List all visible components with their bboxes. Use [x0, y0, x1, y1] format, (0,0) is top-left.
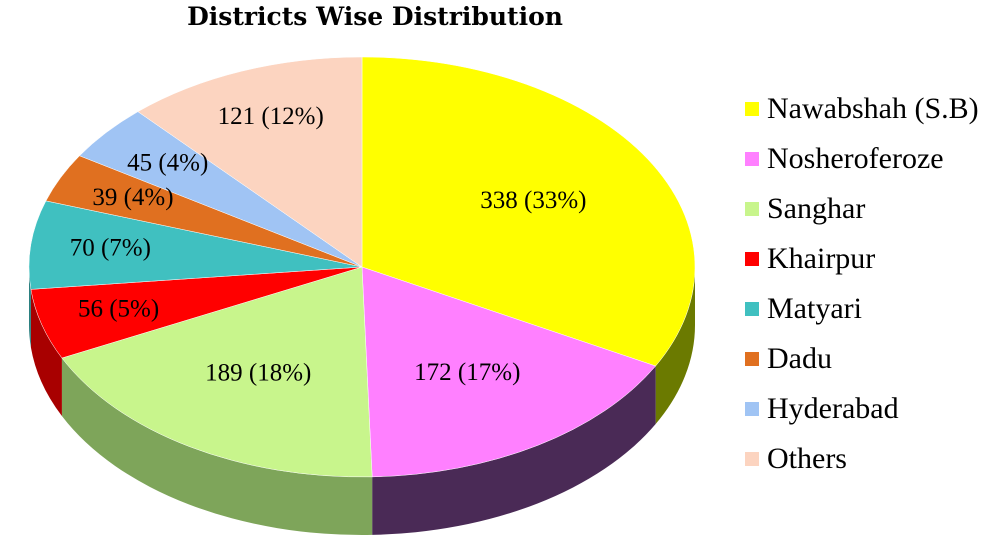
legend-item: Nawabshah (S.B) — [745, 84, 979, 134]
legend-label: Nosheroferoze — [767, 142, 944, 175]
pie-slice-nosheroferoze — [361, 266, 657, 478]
pie-slice-sanghar — [61, 266, 373, 478]
chart-title: Districts Wise Distribution — [187, 2, 563, 31]
legend-swatch — [745, 102, 759, 116]
legend-label: Sanghar — [767, 192, 866, 225]
legend-item: Dadu — [745, 334, 979, 384]
legend-label: Others — [767, 442, 847, 475]
legend-swatch — [745, 202, 759, 216]
slice-data-label: 56 (5%) — [78, 295, 159, 322]
legend-swatch — [745, 252, 759, 266]
pie-slice-nawabshah-s-b — [361, 56, 696, 367]
legend-label: Matyari — [767, 292, 862, 325]
pie-labels: 338 (33%) 172 (17%) 189 (18%) 56 (5%) 70 (7%… — [70, 103, 587, 387]
legend-label: Hyderabad — [767, 392, 899, 425]
slice-data-label: 39 (4%) — [92, 184, 173, 211]
legend-label: Khairpur — [767, 242, 876, 275]
legend-item: Matyari — [745, 284, 979, 334]
slice-data-label: 45 (4%) — [127, 149, 208, 176]
pie-chart: 338 (33%) 172 (17%) 189 (18%) 56 (5%) 70 (7%… — [28, 56, 696, 535]
legend-swatch — [745, 452, 759, 466]
legend-label: Nawabshah (S.B) — [767, 92, 979, 125]
legend-item: Khairpur — [745, 234, 979, 284]
legend-item: Sanghar — [745, 184, 979, 234]
legend-swatch — [745, 352, 759, 366]
pie-side-sanghar — [61, 358, 373, 535]
slice-data-label: 70 (7%) — [70, 235, 151, 262]
slice-data-label: 338 (33%) — [480, 187, 586, 214]
pie-side-nawabshah-s-b — [655, 267, 696, 425]
legend-swatch — [745, 302, 759, 316]
pie-side-khairpur — [30, 289, 62, 417]
pie-slice-matyari — [28, 200, 363, 290]
legend-swatch — [745, 402, 759, 416]
legend-item: Nosheroferoze — [745, 134, 979, 184]
pie-top — [28, 56, 696, 478]
legend: Nawabshah (S.B) Nosheroferoze Sanghar Khair… — [745, 84, 979, 484]
legend-swatch — [745, 152, 759, 166]
legend-item: Others — [745, 434, 979, 484]
pie-side-nosheroferoze — [372, 366, 656, 535]
legend-label: Dadu — [767, 342, 832, 375]
slice-data-label: 172 (17%) — [414, 359, 520, 386]
slice-data-label: 121 (12%) — [218, 103, 324, 130]
pie-slice-others — [137, 56, 363, 268]
legend-item: Hyderabad — [745, 384, 979, 434]
slice-data-label: 189 (18%) — [205, 359, 311, 386]
